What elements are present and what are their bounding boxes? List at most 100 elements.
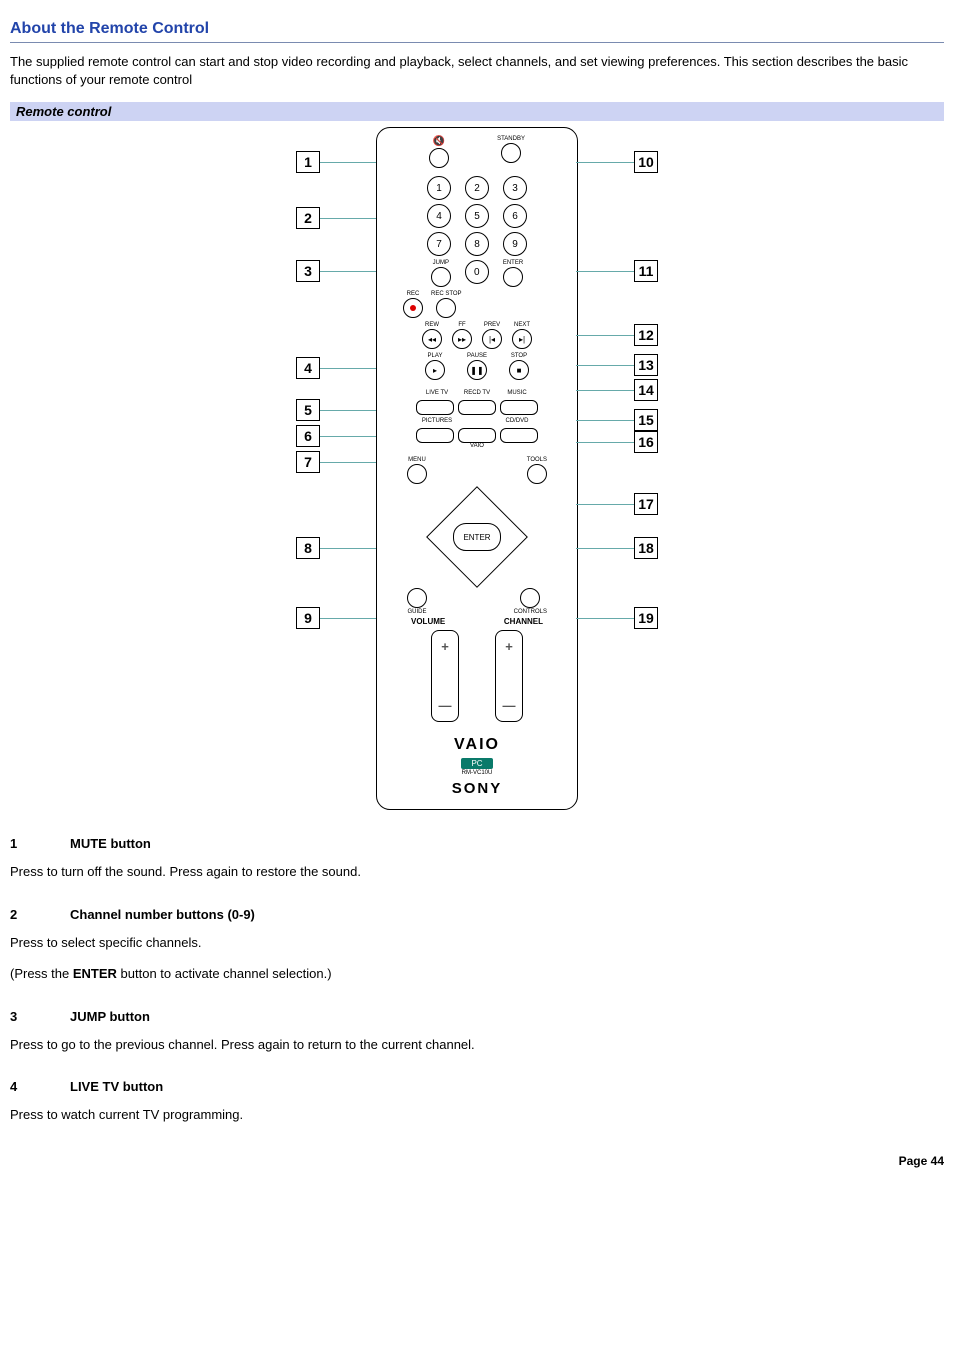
channel-label: CHANNEL: [504, 617, 543, 626]
callout-box-8: 8: [296, 537, 320, 559]
mute-button[interactable]: [429, 148, 449, 168]
definition-number: 2: [10, 907, 70, 922]
menu-button[interactable]: [407, 464, 427, 484]
play-button[interactable]: ▸: [425, 360, 445, 380]
callout-line-17: [576, 504, 634, 505]
callout-box-12: 12: [634, 324, 658, 346]
standby-label: STANDBY: [497, 136, 525, 142]
digit-7[interactable]: 7: [427, 232, 451, 256]
dpad[interactable]: ENTER: [422, 494, 532, 580]
music-label: MUSIC: [499, 390, 535, 396]
digit-0[interactable]: 0: [465, 260, 489, 284]
callout-box-7: 7: [296, 451, 320, 473]
recd-tv-button[interactable]: [458, 400, 496, 415]
remote-body: 🔇 STANDBY 123 456 789 JUMP 0: [376, 127, 578, 810]
callout-line-15: [576, 420, 634, 421]
callout-box-3: 3: [296, 260, 320, 282]
definition-number: 4: [10, 1079, 70, 1094]
callout-line-7: [320, 462, 378, 463]
definition-heading: 1MUTE button: [10, 836, 944, 851]
tools-button[interactable]: [527, 464, 547, 484]
definition-heading: 4LIVE TV button: [10, 1079, 944, 1094]
callout-line-1: [320, 162, 378, 163]
rec-label: REC: [407, 291, 420, 297]
cddvd-button[interactable]: [500, 428, 538, 443]
digit-2[interactable]: 2: [465, 176, 489, 200]
definition-paragraph: Press to watch current TV programming.: [10, 1106, 944, 1124]
play-label: PLAY: [428, 353, 443, 359]
digit-1[interactable]: 1: [427, 176, 451, 200]
title-rule: [10, 42, 944, 43]
callout-line-9: [320, 618, 378, 619]
ff-button[interactable]: ▸▸: [452, 329, 472, 349]
enter-button[interactable]: ENTER: [453, 523, 501, 551]
intro-paragraph: The supplied remote control can start an…: [10, 53, 944, 88]
pictures-button[interactable]: [416, 428, 454, 443]
definition-paragraph: Press to select specific channels.: [10, 934, 944, 952]
digit-8[interactable]: 8: [465, 232, 489, 256]
callout-line-4: [320, 368, 378, 369]
jump-button[interactable]: [431, 267, 451, 287]
callout-box-17: 17: [634, 493, 658, 515]
callout-box-19: 19: [634, 607, 658, 629]
callout-box-14: 14: [634, 379, 658, 401]
standby-button[interactable]: [501, 143, 521, 163]
prev-button[interactable]: |◂: [482, 329, 502, 349]
volume-rocker[interactable]: +—: [431, 630, 459, 722]
callout-line-14: [576, 390, 634, 391]
callout-line-3: [320, 271, 378, 272]
pc-badge: PC: [461, 758, 492, 769]
rec-button[interactable]: [403, 298, 423, 318]
definition-name: MUTE button: [70, 836, 151, 851]
recd-tv-label: RECD TV: [459, 390, 495, 396]
digit-3[interactable]: 3: [503, 176, 527, 200]
definition-name: Channel number buttons (0-9): [70, 907, 255, 922]
mute-icon: 🔇: [433, 136, 445, 147]
live-tv-label: LIVE TV: [419, 390, 455, 396]
remote-diagram: 123456789 🔇 STANDBY 123 456: [10, 127, 944, 810]
music-button[interactable]: [500, 400, 538, 415]
callout-line-12: [576, 335, 634, 336]
channel-rocker[interactable]: +—: [495, 630, 523, 722]
digit-4[interactable]: 4: [427, 204, 451, 228]
stop-button[interactable]: ■: [509, 360, 529, 380]
callout-line-18: [576, 548, 634, 549]
callout-line-2: [320, 218, 378, 219]
callout-line-13: [576, 365, 634, 366]
definition-name: JUMP button: [70, 1009, 150, 1024]
callout-box-10: 10: [634, 151, 658, 173]
callout-line-8: [320, 548, 378, 549]
menu-label: MENU: [408, 457, 426, 463]
digit-6[interactable]: 6: [503, 204, 527, 228]
rec-stop-button[interactable]: [436, 298, 456, 318]
enter-small-button[interactable]: [503, 267, 523, 287]
live-tv-button[interactable]: [416, 400, 454, 415]
definition-heading: 3JUMP button: [10, 1009, 944, 1024]
controls-button[interactable]: [520, 588, 540, 608]
pause-button[interactable]: ❚❚: [467, 360, 487, 380]
callout-line-11: [576, 271, 634, 272]
callout-box-11: 11: [634, 260, 658, 282]
digit-9[interactable]: 9: [503, 232, 527, 256]
digit-5[interactable]: 5: [465, 204, 489, 228]
next-label: NEXT: [514, 322, 530, 328]
vaio-button[interactable]: [458, 428, 496, 443]
definition-paragraph: Press to turn off the sound. Press again…: [10, 863, 944, 881]
rec-stop-label: REC STOP: [431, 291, 462, 297]
pictures-label: PICTURES: [419, 418, 455, 424]
prev-label: PREV: [484, 322, 500, 328]
callout-box-6: 6: [296, 425, 320, 447]
definition-name: LIVE TV button: [70, 1079, 163, 1094]
model-label: RM-VC10U: [377, 770, 577, 776]
enter-small-label: ENTER: [503, 260, 523, 266]
callout-box-16: 16: [634, 431, 658, 453]
guide-button[interactable]: [407, 588, 427, 608]
next-button[interactable]: ▸|: [512, 329, 532, 349]
definition-heading: 2Channel number buttons (0-9): [10, 907, 944, 922]
tools-label: TOOLS: [527, 457, 547, 463]
page-number: Page 44: [10, 1154, 944, 1168]
rew-button[interactable]: ◂◂: [422, 329, 442, 349]
callout-box-2: 2: [296, 207, 320, 229]
callout-box-13: 13: [634, 354, 658, 376]
stop-label: STOP: [511, 353, 527, 359]
